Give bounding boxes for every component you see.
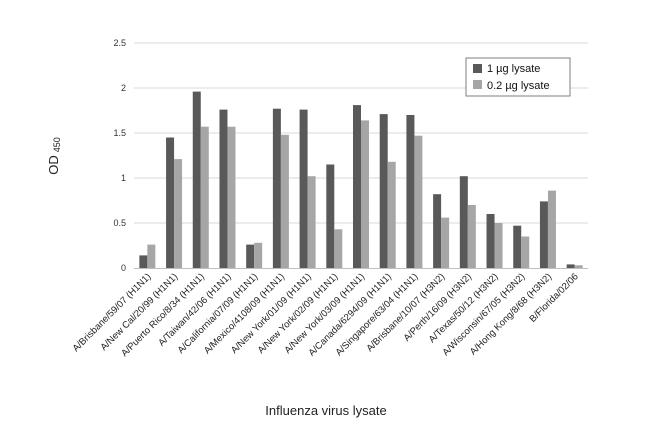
bar-1ug-15 — [539, 201, 548, 268]
bar-0-2ug-16 — [574, 265, 583, 268]
bar-0-2ug-8 — [361, 120, 369, 269]
bar-1ug-4 — [246, 244, 255, 268]
x-category-label: B/Florida/02/06 — [527, 271, 580, 324]
bar-0-2ug-15 — [547, 190, 556, 268]
y-tick-label: 0 — [121, 263, 126, 273]
bar-1ug-0 — [139, 255, 148, 268]
bar-0-2ug-9 — [387, 161, 396, 268]
bar-0-2ug-12 — [467, 205, 476, 268]
y-tick-label: 1.5 — [113, 128, 126, 138]
y-tick-label: 2 — [121, 83, 126, 93]
y-axis-ticks: 0 0.5 1 1.5 2 2.5 — [113, 38, 126, 273]
bar-0-2ug-6 — [307, 176, 316, 268]
bar-0-2ug-4 — [254, 242, 263, 268]
legend-swatch-1ug — [473, 64, 482, 73]
legend: 1 µg lysate 0.2 µg lysate — [465, 57, 571, 97]
bar-0-2ug-3 — [227, 126, 236, 268]
bar-1ug-2 — [192, 91, 201, 268]
y-tick-label: 1 — [121, 173, 126, 183]
legend-label-0-2ug: 0.2 µg lysate — [487, 80, 550, 92]
bar-1ug-9 — [379, 114, 388, 268]
y-tick-label: 0.5 — [113, 218, 126, 228]
x-axis-category-labels: A/Brisbane/59/07 (H1N1)A/New Cal/20/99 (… — [71, 271, 581, 359]
bar-1ug-3 — [219, 109, 228, 268]
y-axis-title-main: OD — [46, 155, 61, 175]
bar-1ug-7 — [326, 164, 335, 268]
bar-1ug-14 — [513, 225, 522, 268]
legend-label-1ug: 1 µg lysate — [487, 63, 540, 75]
x-axis-title: Influenza virus lysate — [265, 403, 386, 418]
y-axis-title-subscript: 450 — [52, 137, 62, 152]
bar-0-2ug-0 — [147, 244, 156, 268]
bar-1ug-5 — [272, 108, 281, 268]
bar-0-2ug-7 — [334, 229, 343, 268]
y-axis-title: OD 450 — [46, 137, 62, 175]
legend-box — [465, 57, 571, 97]
bar-1ug-11 — [433, 194, 442, 268]
bar-1ug-12 — [459, 176, 468, 268]
bar-0-2ug-13 — [494, 223, 503, 268]
bar-0-2ug-1 — [174, 159, 183, 268]
bar-1ug-1 — [166, 137, 175, 268]
y-tick-label: 2.5 — [113, 38, 126, 48]
bars — [139, 91, 583, 269]
bar-1ug-8 — [353, 105, 361, 268]
bar-1ug-16 — [566, 264, 575, 268]
bar-1ug-10 — [406, 115, 415, 268]
bar-0-2ug-14 — [521, 236, 530, 268]
bar-0-2ug-11 — [441, 217, 450, 268]
bar-0-2ug-5 — [280, 134, 289, 268]
bar-1ug-6 — [299, 109, 308, 268]
bar-1ug-13 — [486, 214, 495, 268]
legend-swatch-0-2ug — [473, 80, 482, 89]
bar-0-2ug-10 — [414, 135, 423, 268]
bar-0-2ug-2 — [200, 126, 209, 268]
